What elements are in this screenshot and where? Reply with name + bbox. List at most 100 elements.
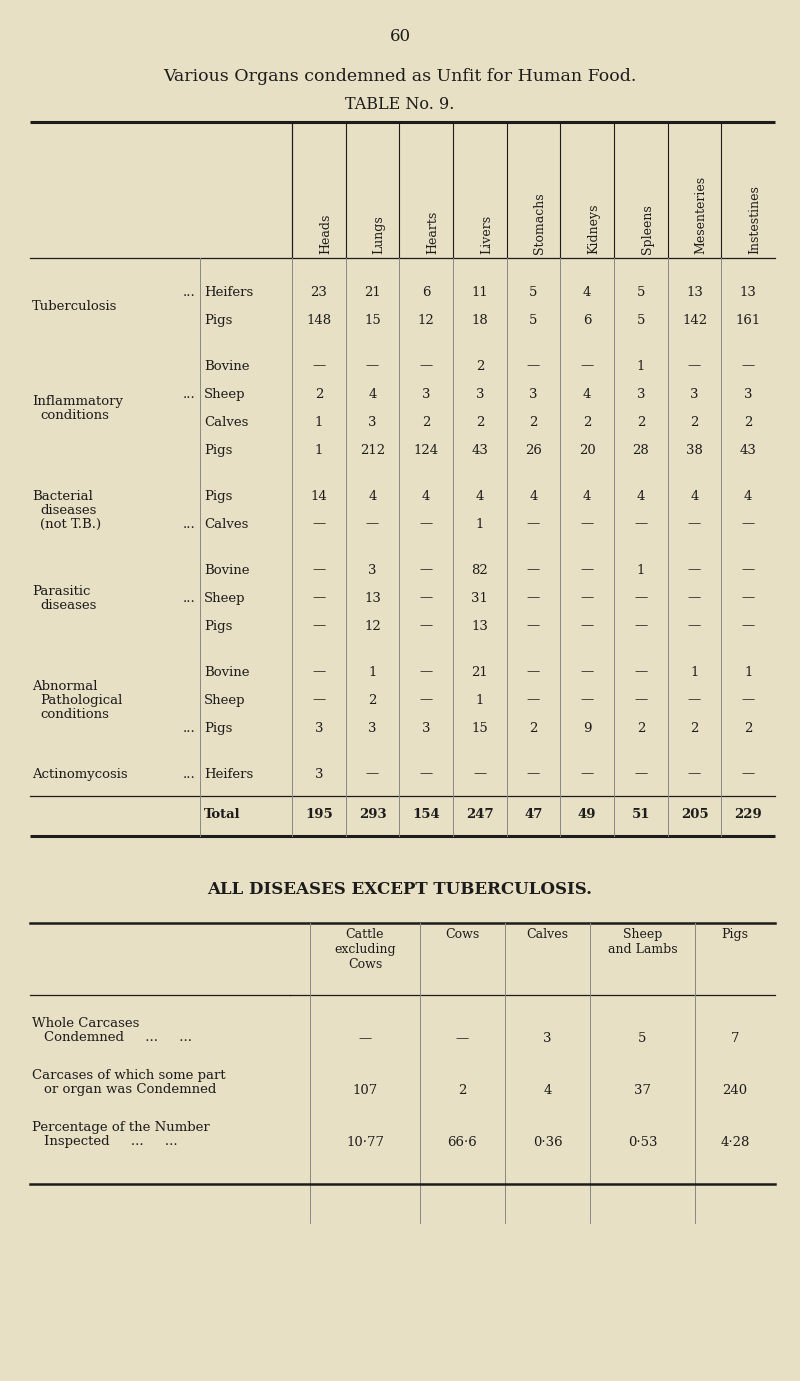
Text: 82: 82 — [471, 563, 488, 576]
Text: —: — — [581, 768, 594, 780]
Text: ALL DISEASES EXCEPT TUBERCULOSIS.: ALL DISEASES EXCEPT TUBERCULOSIS. — [207, 881, 593, 898]
Text: Instestines: Instestines — [748, 185, 761, 254]
Text: Calves: Calves — [526, 928, 569, 940]
Text: 4: 4 — [368, 489, 377, 503]
Text: 3: 3 — [543, 1033, 552, 1045]
Text: TABLE No. 9.: TABLE No. 9. — [346, 97, 454, 113]
Text: 26: 26 — [525, 443, 542, 457]
Text: —: — — [527, 518, 540, 530]
Text: —: — — [419, 359, 433, 373]
Text: —: — — [312, 518, 326, 530]
Text: Hearts: Hearts — [426, 211, 439, 254]
Text: —: — — [527, 563, 540, 576]
Text: 107: 107 — [352, 1084, 378, 1098]
Text: 20: 20 — [578, 443, 595, 457]
Text: —: — — [581, 591, 594, 605]
Text: 2: 2 — [583, 416, 591, 428]
Text: Carcases of which some part: Carcases of which some part — [32, 1069, 226, 1081]
Text: Whole Carcases: Whole Carcases — [32, 1016, 139, 1030]
Text: —: — — [581, 563, 594, 576]
Text: —: — — [419, 693, 433, 707]
Text: 0·53: 0·53 — [628, 1137, 658, 1149]
Text: —: — — [358, 1033, 372, 1045]
Text: 10·77: 10·77 — [346, 1137, 384, 1149]
Text: 3: 3 — [368, 721, 377, 735]
Text: —: — — [366, 768, 379, 780]
Text: —: — — [634, 518, 647, 530]
Text: Sheep: Sheep — [204, 693, 246, 707]
Text: Inflammatory: Inflammatory — [32, 395, 123, 407]
Text: 3: 3 — [744, 388, 753, 400]
Text: 2: 2 — [690, 416, 698, 428]
Text: 2: 2 — [744, 721, 752, 735]
Text: Total: Total — [204, 808, 241, 820]
Text: —: — — [312, 563, 326, 576]
Text: 212: 212 — [360, 443, 385, 457]
Text: 4: 4 — [543, 1084, 552, 1098]
Text: 9: 9 — [583, 721, 591, 735]
Text: Pigs: Pigs — [204, 489, 232, 503]
Text: 13: 13 — [471, 620, 488, 632]
Text: —: — — [312, 693, 326, 707]
Text: —: — — [419, 768, 433, 780]
Text: 205: 205 — [681, 808, 708, 820]
Text: 4: 4 — [422, 489, 430, 503]
Text: —: — — [419, 666, 433, 678]
Text: 7: 7 — [730, 1033, 739, 1045]
Text: ...: ... — [183, 286, 196, 298]
Text: 43: 43 — [471, 443, 488, 457]
Text: 4: 4 — [583, 286, 591, 298]
Text: 3: 3 — [314, 768, 323, 780]
Text: 3: 3 — [314, 721, 323, 735]
Text: ...: ... — [183, 518, 196, 530]
Text: Pigs: Pigs — [722, 928, 749, 940]
Text: 12: 12 — [364, 620, 381, 632]
Text: Kidneys: Kidneys — [587, 203, 600, 254]
Text: 229: 229 — [734, 808, 762, 820]
Text: —: — — [634, 768, 647, 780]
Text: Calves: Calves — [204, 518, 248, 530]
Text: 195: 195 — [305, 808, 333, 820]
Text: —: — — [634, 620, 647, 632]
Text: —: — — [312, 591, 326, 605]
Text: 15: 15 — [364, 313, 381, 326]
Text: —: — — [581, 359, 594, 373]
Text: —: — — [312, 359, 326, 373]
Text: —: — — [527, 666, 540, 678]
Text: 4: 4 — [744, 489, 752, 503]
Text: 4·28: 4·28 — [720, 1137, 750, 1149]
Text: —: — — [581, 620, 594, 632]
Text: 31: 31 — [471, 591, 488, 605]
Text: ...: ... — [183, 591, 196, 605]
Text: —: — — [527, 591, 540, 605]
Text: or organ was Condemned: or organ was Condemned — [44, 1083, 216, 1097]
Text: —: — — [366, 359, 379, 373]
Text: 18: 18 — [471, 313, 488, 326]
Text: 161: 161 — [735, 313, 761, 326]
Text: —: — — [581, 666, 594, 678]
Text: —: — — [527, 620, 540, 632]
Text: —: — — [742, 693, 754, 707]
Text: —: — — [742, 359, 754, 373]
Text: 4: 4 — [530, 489, 538, 503]
Text: 66·6: 66·6 — [448, 1137, 478, 1149]
Text: Pigs: Pigs — [204, 443, 232, 457]
Text: —: — — [688, 591, 701, 605]
Text: Heifers: Heifers — [204, 286, 254, 298]
Text: 13: 13 — [364, 591, 381, 605]
Text: —: — — [419, 591, 433, 605]
Text: Pigs: Pigs — [204, 620, 232, 632]
Text: (not T.B.): (not T.B.) — [40, 518, 101, 530]
Text: 6: 6 — [583, 313, 591, 326]
Text: 2: 2 — [476, 359, 484, 373]
Text: —: — — [527, 768, 540, 780]
Text: Bovine: Bovine — [204, 359, 250, 373]
Text: 3: 3 — [475, 388, 484, 400]
Text: —: — — [688, 693, 701, 707]
Text: Pigs: Pigs — [204, 721, 232, 735]
Text: —: — — [419, 518, 433, 530]
Text: 3: 3 — [422, 388, 430, 400]
Text: 4: 4 — [583, 388, 591, 400]
Text: 2: 2 — [744, 416, 752, 428]
Text: —: — — [581, 693, 594, 707]
